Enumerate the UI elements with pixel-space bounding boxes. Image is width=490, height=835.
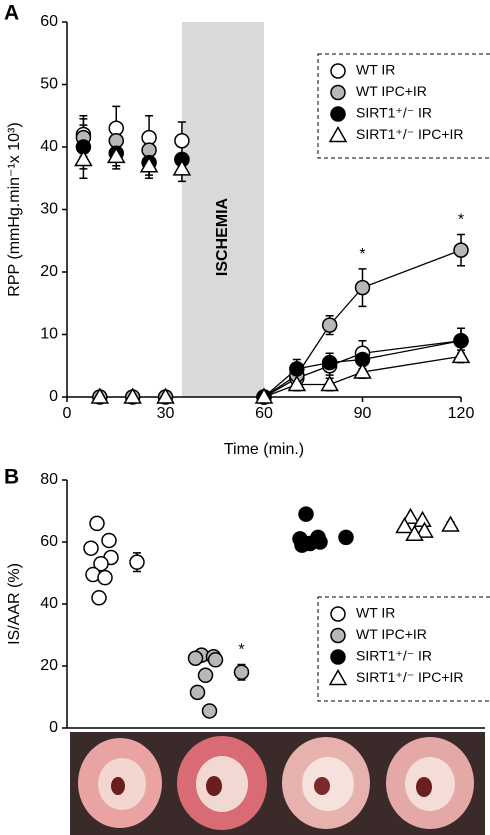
data-point — [415, 521, 434, 538]
tick-label: 90 — [354, 405, 372, 422]
tick-label: 80 — [40, 471, 58, 488]
data-point — [187, 650, 204, 666]
data-point — [451, 346, 471, 364]
data-point — [91, 590, 107, 606]
data-point — [453, 242, 469, 258]
tick-label: 30 — [157, 405, 175, 422]
significance-mark: * — [458, 212, 464, 229]
tick-label: 40 — [40, 595, 58, 612]
data-point — [139, 156, 159, 173]
data-point — [353, 362, 372, 379]
legend-marker — [328, 668, 348, 686]
data-point — [189, 684, 206, 701]
data-point — [106, 146, 126, 164]
legend-marker — [330, 649, 346, 665]
legend-marker — [330, 627, 346, 644]
data-point — [74, 149, 93, 167]
data-point — [287, 374, 307, 392]
tick-label: 20 — [40, 657, 58, 674]
data-point — [321, 354, 338, 371]
data-point — [197, 667, 214, 684]
legend-marker — [330, 606, 346, 622]
data-point — [294, 537, 310, 553]
data-point — [97, 569, 113, 586]
data-point — [89, 515, 105, 532]
data-point — [93, 555, 109, 572]
legend-label: WT IR — [356, 62, 395, 78]
data-point — [298, 506, 314, 522]
data-point — [395, 516, 414, 534]
tick-label: 30 — [40, 201, 58, 218]
legend-marker — [330, 106, 346, 122]
data-point — [321, 317, 338, 333]
heart-slice — [78, 738, 162, 828]
ischemia-region — [181, 22, 264, 397]
tick-label: 60 — [40, 13, 58, 30]
legend-box — [317, 596, 490, 702]
ischemia-label: ISCHEMIA — [214, 197, 231, 276]
data-point — [90, 387, 110, 404]
data-point — [172, 159, 192, 176]
tick-label: 60 — [255, 405, 273, 422]
heart-slice — [177, 736, 267, 830]
legend-box — [317, 53, 490, 159]
tick-label: 10 — [40, 326, 58, 343]
legend-label: SIRT1⁺/⁻ IPC+IR — [356, 126, 464, 142]
tick-label: 50 — [40, 76, 58, 93]
mean-point — [338, 529, 354, 546]
data-point — [401, 507, 420, 524]
data-point — [453, 333, 469, 349]
tick-label: 40 — [40, 138, 58, 155]
tick-label: 60 — [40, 533, 58, 550]
legend-marker — [330, 63, 346, 79]
y-axis-label: IS/AAR (%) — [6, 563, 23, 645]
heart-slice — [282, 737, 370, 829]
tick-label: 120 — [448, 405, 475, 422]
legend-label: WT IPC+IR — [356, 626, 427, 642]
mean-point — [441, 515, 460, 532]
legend-marker — [328, 125, 348, 143]
data-point — [289, 361, 305, 377]
tick-label: 20 — [40, 263, 58, 280]
legend-label: SIRT1⁺/⁻ IR — [356, 648, 432, 664]
mean-point — [129, 554, 145, 570]
heart-slice — [386, 737, 474, 829]
legend-label: WT IR — [356, 605, 395, 621]
data-point — [207, 652, 224, 668]
legend-label: WT IPC+IR — [356, 83, 427, 99]
data-point — [405, 524, 424, 541]
data-point — [123, 387, 142, 404]
tick-label: 0 — [63, 405, 72, 422]
data-point — [156, 387, 175, 404]
panel-letter: B — [4, 466, 19, 489]
tick-label: 0 — [49, 719, 58, 736]
data-point — [254, 387, 274, 404]
tick-label: 0 — [49, 388, 58, 405]
significance-mark: * — [238, 642, 244, 659]
heart-photos — [70, 732, 485, 835]
significance-mark: * — [359, 246, 365, 263]
data-point — [83, 540, 99, 556]
data-point — [354, 279, 371, 296]
data-point — [174, 133, 190, 149]
data-point — [101, 532, 117, 549]
x-axis-label: Time (min.) — [224, 441, 304, 458]
legend-marker — [330, 84, 346, 101]
mean-point — [233, 664, 250, 680]
data-point — [320, 374, 339, 392]
data-point — [201, 703, 218, 719]
legend-label: SIRT1⁺/⁻ IPC+IR — [356, 669, 464, 685]
panel-letter: A — [4, 2, 19, 25]
y-axis-label: RPP (mmHg.min⁻¹x 10³) — [6, 122, 23, 296]
legend-label: SIRT1⁺/⁻ IR — [356, 105, 432, 121]
